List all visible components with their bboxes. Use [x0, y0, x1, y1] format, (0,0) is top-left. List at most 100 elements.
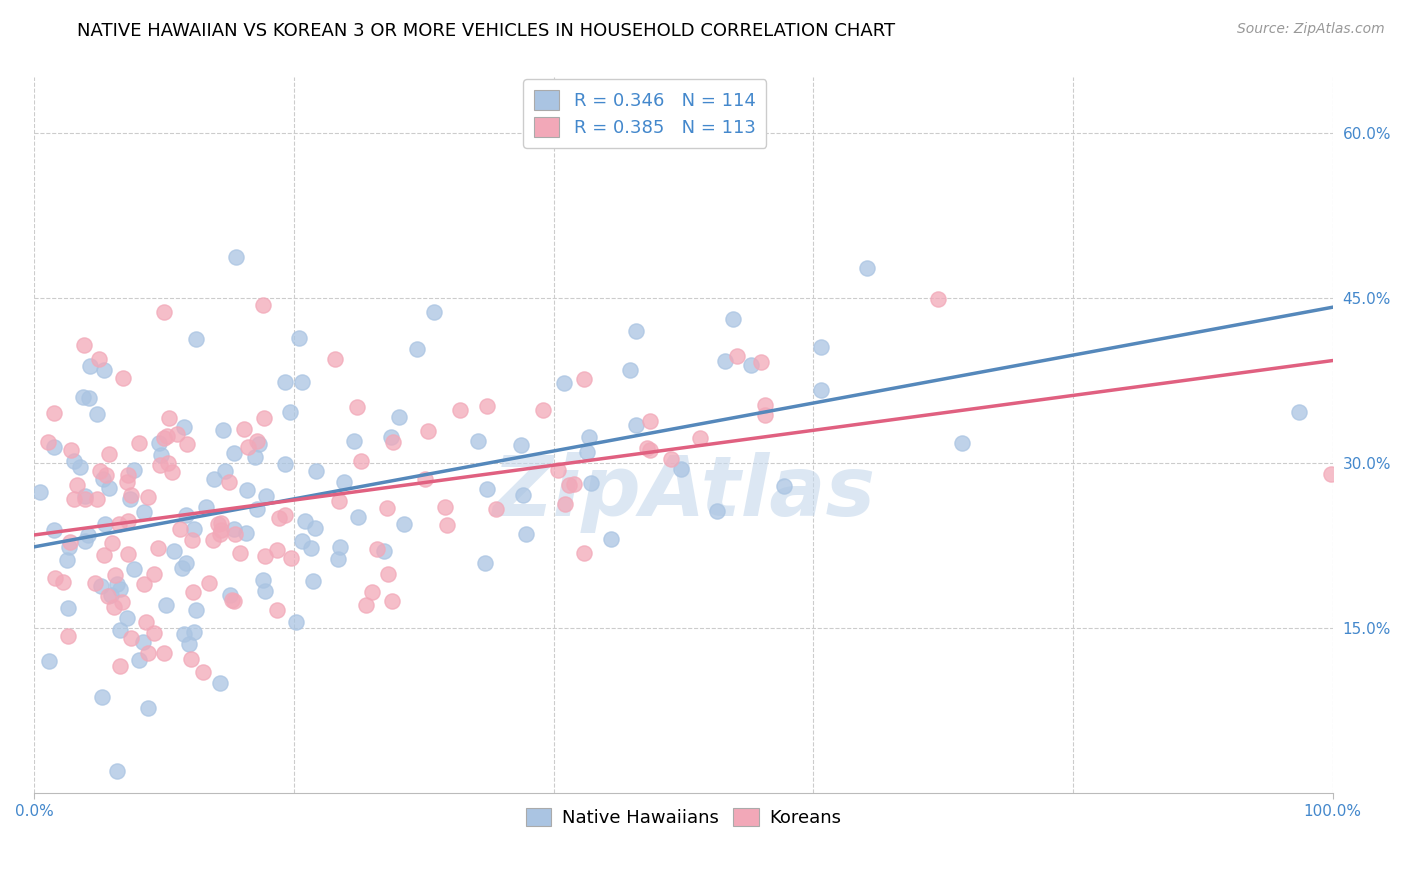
Point	[572, 371, 595, 385]
Point	[152, 305, 174, 319]
Point	[117, 547, 139, 561]
Point	[659, 451, 682, 466]
Point	[361, 584, 384, 599]
Point	[274, 508, 297, 522]
Point	[927, 293, 949, 307]
Point	[624, 417, 647, 432]
Point	[285, 615, 308, 630]
Point	[416, 425, 439, 439]
Point	[354, 598, 377, 612]
Point	[218, 475, 240, 489]
Point	[558, 477, 581, 491]
Point	[740, 359, 762, 373]
Point	[44, 571, 66, 585]
Point	[93, 548, 115, 562]
Point	[512, 488, 534, 502]
Point	[515, 526, 537, 541]
Point	[554, 497, 576, 511]
Point	[725, 349, 748, 363]
Point	[103, 600, 125, 615]
Point	[37, 435, 59, 450]
Point	[73, 489, 96, 503]
Point	[562, 477, 585, 491]
Point	[77, 528, 100, 542]
Point	[184, 332, 207, 346]
Point	[101, 536, 124, 550]
Point	[156, 429, 179, 443]
Point	[229, 546, 252, 560]
Point	[111, 371, 134, 385]
Point	[225, 251, 247, 265]
Point	[329, 540, 352, 554]
Point	[143, 567, 166, 582]
Point	[950, 435, 973, 450]
Point	[148, 436, 170, 450]
Point	[626, 324, 648, 338]
Text: NATIVE HAWAIIAN VS KOREAN 3 OR MORE VEHICLES IN HOUSEHOLD CORRELATION CHART: NATIVE HAWAIIAN VS KOREAN 3 OR MORE VEHI…	[77, 22, 896, 40]
Point	[128, 653, 150, 667]
Point	[208, 527, 231, 541]
Point	[406, 342, 429, 356]
Point	[578, 430, 600, 444]
Point	[181, 533, 204, 547]
Point	[721, 311, 744, 326]
Point	[132, 505, 155, 519]
Point	[266, 543, 288, 558]
Point	[98, 481, 121, 495]
Point	[143, 626, 166, 640]
Point	[108, 659, 131, 673]
Point	[28, 484, 51, 499]
Point	[221, 592, 243, 607]
Point	[117, 468, 139, 483]
Point	[156, 456, 179, 470]
Point	[42, 406, 65, 420]
Point	[183, 522, 205, 536]
Point	[136, 646, 159, 660]
Point	[373, 544, 395, 558]
Point	[149, 458, 172, 473]
Point	[533, 402, 555, 417]
Point	[252, 298, 274, 312]
Point	[155, 598, 177, 612]
Point	[150, 448, 173, 462]
Point	[366, 541, 388, 556]
Point	[754, 398, 776, 412]
Point	[254, 489, 277, 503]
Point	[291, 533, 314, 548]
Point	[274, 457, 297, 471]
Point	[118, 492, 141, 507]
Point	[97, 447, 120, 461]
Point	[773, 479, 796, 493]
Point	[323, 351, 346, 366]
Point	[100, 588, 122, 602]
Point	[136, 490, 159, 504]
Point	[413, 472, 436, 486]
Point	[278, 405, 301, 419]
Point	[198, 575, 221, 590]
Point	[42, 523, 65, 537]
Point	[600, 533, 623, 547]
Point	[236, 483, 259, 498]
Point	[280, 550, 302, 565]
Point	[170, 561, 193, 575]
Point	[207, 516, 229, 531]
Point	[73, 492, 96, 507]
Point	[120, 488, 142, 502]
Point	[77, 391, 100, 405]
Point	[193, 665, 215, 680]
Point	[422, 305, 444, 319]
Point	[619, 363, 641, 377]
Point	[128, 436, 150, 450]
Point	[246, 501, 269, 516]
Point	[110, 595, 132, 609]
Point	[246, 434, 269, 448]
Point	[93, 362, 115, 376]
Point	[235, 526, 257, 541]
Point	[59, 443, 82, 458]
Point	[294, 515, 316, 529]
Point	[173, 420, 195, 434]
Point	[209, 523, 232, 537]
Point	[169, 522, 191, 536]
Point	[449, 403, 471, 417]
Point	[173, 627, 195, 641]
